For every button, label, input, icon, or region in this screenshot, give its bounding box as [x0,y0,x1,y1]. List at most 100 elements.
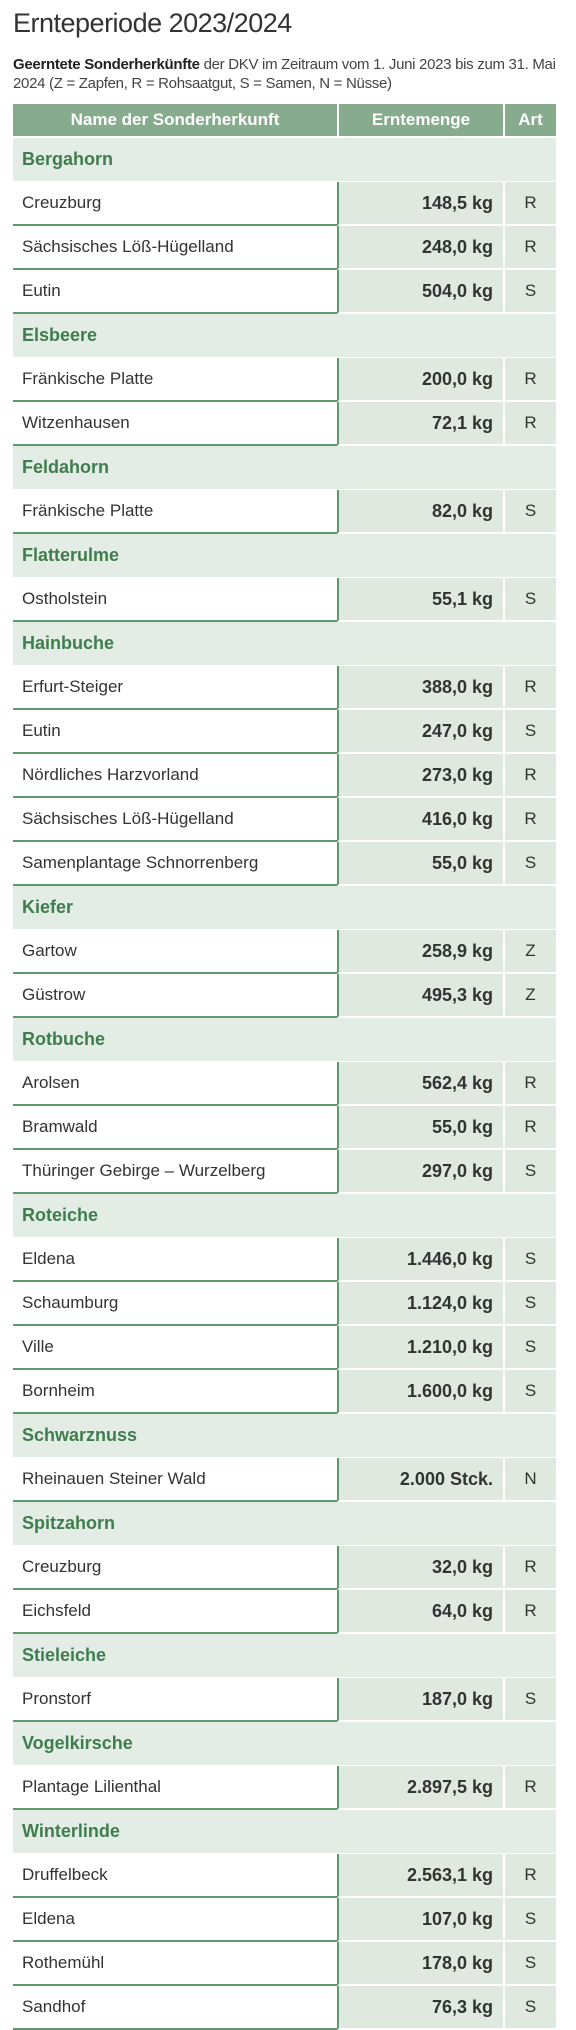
harvest-amount: 297,0 kg [337,1150,503,1194]
type-code: S [503,1370,556,1414]
type-code: S [503,1282,556,1326]
origin-name: Ville [13,1326,337,1370]
type-code: R [503,402,556,446]
type-code: S [503,1678,556,1722]
origin-name: Plantage Lilienthal [13,1766,337,1810]
data-row: Bornheim 1.600,0 kg S [13,1370,556,1414]
group-row: Hainbuche [13,622,556,666]
origin-name: Rheinauen Steiner Wald [13,1458,337,1502]
harvest-amount: 32,0 kg [337,1546,503,1590]
type-code: R [503,358,556,402]
type-code: Z [503,930,556,974]
type-code: S [503,710,556,754]
origin-name: Samenplantage Schnorrenberg [13,842,337,886]
column-header: Name der Sonderherkunft [70,110,280,129]
harvest-amount: 200,0 kg [337,358,503,402]
group-row: Spitzahorn [13,1502,556,1546]
group-row: Bergahorn [13,138,556,182]
harvest-amount: 107,0 kg [337,1898,503,1942]
type-code: R [503,666,556,710]
table: Name der Sonderherkunft Erntemenge Art Berg… [13,104,556,2030]
data-row: Rheinauen Steiner Wald 2.000 Stck. N [13,1458,556,1502]
harvest-amount: 388,0 kg [337,666,503,710]
data-row: Druffelbeck 2.563,1 kg R [13,1854,556,1898]
subtitle-text: der DKV im Zeitraum vom 1. Juni 2023 bis… [13,56,556,92]
data-row: Thüringer Gebirge – Wurzelberg 297,0 kg S [13,1150,556,1194]
data-row: Gartow 258,9 kg Z [13,930,556,974]
group-row: Rotbuche [13,1018,556,1062]
origin-name: Erfurt-Steiger [13,666,337,710]
type-code: S [503,1942,556,1986]
origin-name: Arolsen [13,1062,337,1106]
harvest-amount: 504,0 kg [337,270,503,314]
origin-name: Bornheim [13,1370,337,1414]
harvest-amount: 258,9 kg [337,930,503,974]
type-code: R [503,1590,556,1634]
data-row: Rothemühl 178,0 kg S [13,1942,556,1986]
type-code: S [503,490,556,534]
type-code: S [503,1150,556,1194]
harvest-amount: 148,5 kg [337,182,503,226]
type-code: S [503,270,556,314]
header-row: Name der Sonderherkunft Erntemenge Art [13,104,556,136]
data-row: Creuzburg 32,0 kg R [13,1546,556,1590]
origin-name: Güstrow [13,974,337,1018]
data-row: Samenplantage Schnorrenberg 55,0 kg S [13,842,556,886]
group-row: Vogelkirsche [13,1722,556,1766]
type-code: R [503,1106,556,1150]
data-row: Eldena 107,0 kg S [13,1898,556,1942]
type-code: R [503,182,556,226]
type-code: Z [503,974,556,1018]
data-row: Güstrow 495,3 kg Z [13,974,556,1018]
type-code: S [503,1238,556,1282]
origin-name: Fränkische Platte [13,358,337,402]
column-header: Erntemenge [337,104,503,136]
origin-name: Eldena [13,1238,337,1282]
data-row: Ostholstein 55,1 kg S [13,578,556,622]
origin-name: Eichsfeld [13,1590,337,1634]
group-row: Flatterulme [13,534,556,578]
group-row: Feldahorn [13,446,556,490]
group-row: Roteiche [13,1194,556,1238]
origin-name: Ostholstein [13,578,337,622]
data-row: Sächsisches Löß-Hügelland 248,0 kg R [13,226,556,270]
type-code: R [503,754,556,798]
origin-name: Sächsisches Löß-Hügelland [13,798,337,842]
type-code: R [503,1546,556,1590]
data-row: Fränkische Platte 200,0 kg R [13,358,556,402]
origin-name: Bramwald [13,1106,337,1150]
harvest-amount: 55,1 kg [337,578,503,622]
harvest-amount: 1.600,0 kg [337,1370,503,1414]
origin-name: Eutin [13,710,337,754]
data-row: Erfurt-Steiger 388,0 kg R [13,666,556,710]
harvest-amount: 76,3 kg [337,1986,503,2030]
title: Ernteperiode 2023/2024 [13,8,292,38]
data-row: Nördliches Harzvorland 273,0 kg R [13,754,556,798]
harvest-amount: 55,0 kg [337,1106,503,1150]
group-row: Kiefer [13,886,556,930]
data-row: Eutin 247,0 kg S [13,710,556,754]
group-row: Winterlinde [13,1810,556,1854]
harvest-amount: 1.124,0 kg [337,1282,503,1326]
type-code: R [503,1766,556,1810]
origin-name: Eldena [13,1898,337,1942]
data-row: Eldena 1.446,0 kg S [13,1238,556,1282]
harvest-amount: 72,1 kg [337,402,503,446]
type-code: S [503,578,556,622]
type-code: S [503,1986,556,2030]
data-row: Eutin 504,0 kg S [13,270,556,314]
origin-name: Nördliches Harzvorland [13,754,337,798]
harvest-amount: 64,0 kg [337,1590,503,1634]
origin-name: Creuzburg [13,1546,337,1590]
type-code: S [503,1326,556,1370]
data-row: Plantage Lilienthal 2.897,5 kg R [13,1766,556,1810]
harvest-amount: 2.897,5 kg [337,1766,503,1810]
origin-name: Druffelbeck [13,1854,337,1898]
origin-name: Witzenhausen [13,402,337,446]
harvest-amount: 273,0 kg [337,754,503,798]
origin-name: Rothemühl [13,1942,337,1986]
origin-name: Fränkische Platte [13,490,337,534]
group-row: Schwarznuss [13,1414,556,1458]
origin-name: Creuzburg [13,182,337,226]
